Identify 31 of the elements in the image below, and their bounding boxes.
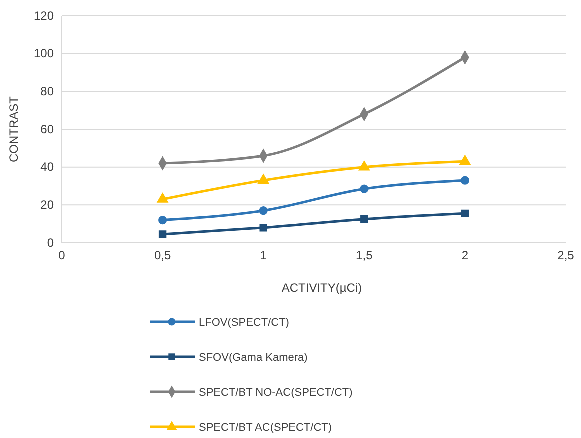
y-tick-label: 80 [40,84,54,99]
legend-label: SPECT/BT AC(SPECT/CT) [199,422,332,434]
y-tick-label: 0 [47,236,54,250]
y-tick-label: 120 [34,8,54,23]
x-tick-label: 1 [260,248,268,263]
point [360,184,369,194]
point [158,216,168,225]
y-axis-title: CONTRAST [7,96,21,162]
y-tick-label: 100 [34,46,54,61]
point [360,216,368,224]
point [258,174,270,184]
point [460,176,470,185]
y-tick-label: 20 [40,198,54,212]
x-tick-label: 2,5 [558,248,575,263]
y-tick-label: 60 [40,122,54,136]
x-tick-label: 2 [462,248,469,263]
x-axis-title: ACTIVITY(µCi) [282,281,362,295]
point [460,155,471,166]
legend-label: SFOV(Gama Kamera) [199,352,308,364]
point [358,160,370,171]
point [158,230,167,238]
point [157,193,168,203]
point [259,206,268,216]
legend-label: SPECT/BT NO-AC(SPECT/CT) [199,387,353,399]
x-tick-label: 1,5 [356,248,374,263]
point [260,224,268,232]
x-tick-label: 0,5 [154,248,172,263]
legend-label: LFOV(SPECT/CT) [199,317,290,329]
x-tick-label: 0 [58,248,66,263]
point [461,210,470,218]
y-tick-label: 40 [40,160,54,174]
